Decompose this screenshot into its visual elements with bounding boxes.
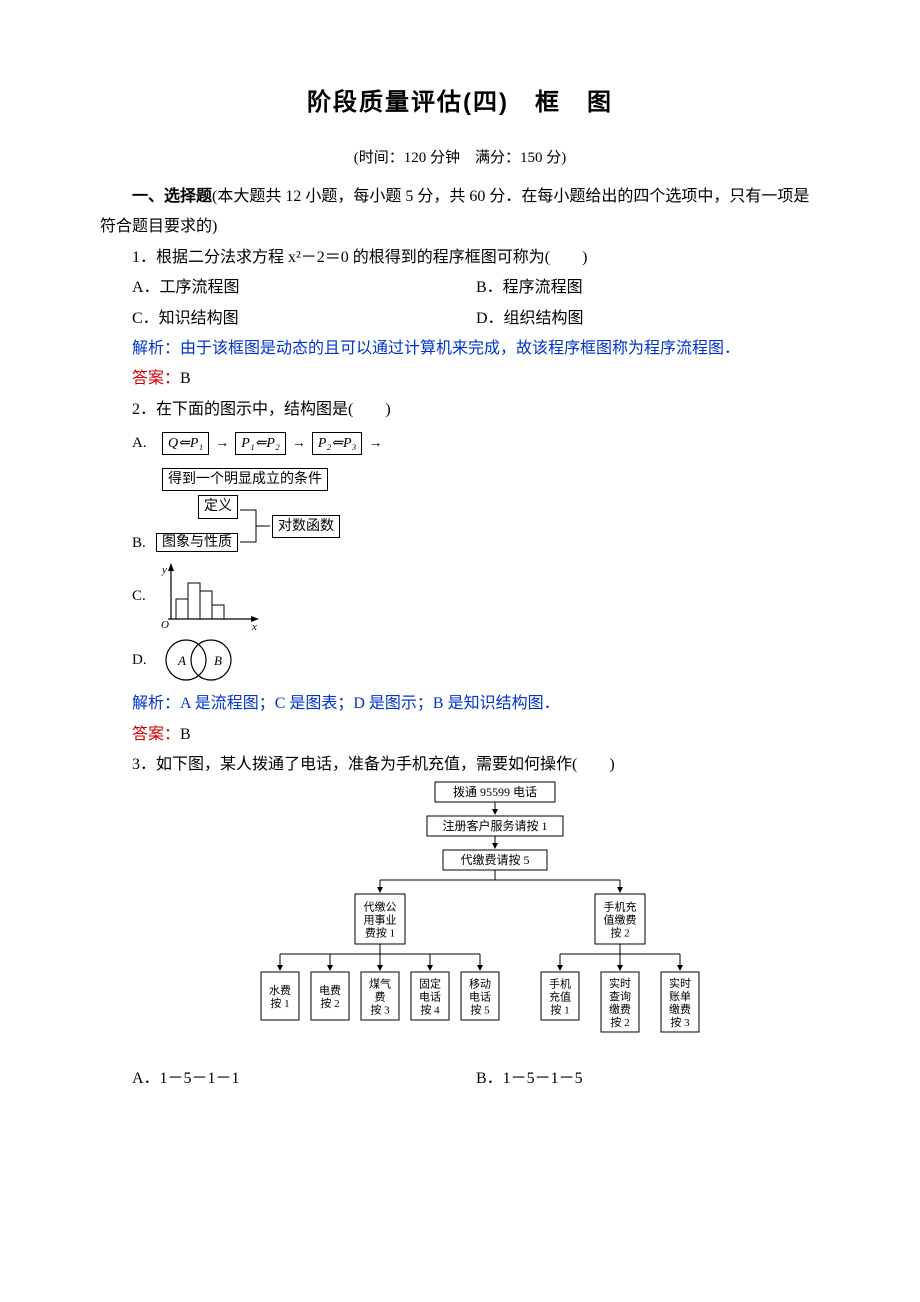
q2d-venn: A B: [156, 635, 246, 685]
q2-answer-val: B: [180, 726, 191, 743]
q2a-box4: 得到一个明显成立的条件: [162, 468, 328, 492]
q1-answer: 答案：B: [100, 364, 820, 394]
analysis-label: 解析：: [132, 695, 180, 712]
svg-text:按 1: 按 1: [270, 996, 289, 1010]
svg-text:B: B: [214, 653, 222, 668]
q2-opt-d: D. A B: [132, 635, 820, 685]
svg-text:电费: 电费: [319, 984, 341, 997]
answer-label: 答案：: [132, 370, 180, 387]
q2-stem: 2．在下面的图示中，结构图是( ): [100, 395, 820, 425]
svg-text:x: x: [251, 621, 257, 631]
q2-analysis-body: A 是流程图；C 是图表；D 是图示；B 是知识结构图．: [180, 695, 560, 712]
section1-label: 一、选择题: [132, 188, 212, 205]
answer-label: 答案：: [132, 726, 180, 743]
q2-answer: 答案：B: [100, 720, 820, 750]
q2c-label: C.: [132, 582, 156, 611]
svg-text:按 2: 按 2: [320, 996, 339, 1010]
svg-text:按 1: 按 1: [550, 1003, 569, 1017]
q1-row1: A．工序流程图 B．程序流程图: [100, 273, 820, 303]
exam-meta: (时间：120 分钟 满分：150 分): [100, 144, 820, 173]
arrow-icon: →: [368, 431, 382, 458]
q3-opt-a: A．1－5－1－1: [132, 1064, 476, 1094]
q2b-label: B.: [132, 529, 156, 558]
q3-opt-b: B．1－5－1－5: [476, 1064, 820, 1094]
svg-text:注册客户服务请按 1: 注册客户服务请按 1: [442, 818, 547, 833]
svg-text:拨通 95599 电话: 拨通 95599 电话: [453, 785, 537, 799]
svg-text:按 3: 按 3: [670, 1015, 690, 1029]
q1-stem: 1．根据二分法求方程 x²－2＝0 的根得到的程序框图可称为( ): [100, 243, 820, 273]
q1-answer-val: B: [180, 370, 191, 387]
svg-text:固定: 固定: [419, 977, 441, 991]
q2-opt-c: C. y O x: [132, 561, 820, 631]
section1-header: 一、选择题(本大题共 12 小题，每小题 5 分，共 60 分．在每小题给出的四…: [100, 182, 820, 243]
q2a-label: A.: [132, 429, 156, 458]
q1-opt-b: B．程序流程图: [476, 273, 820, 303]
q1-opt-a: A．工序流程图: [132, 273, 476, 303]
svg-text:电话: 电话: [419, 991, 441, 1004]
svg-text:按 2: 按 2: [610, 1015, 629, 1029]
q2d-label: D.: [132, 646, 156, 675]
q3-tree: 拨通 95599 电话 注册客户服务请按 1 代缴费请按 5 水费按 1电费按 …: [260, 780, 820, 1060]
q1-opt-c: C．知识结构图: [132, 304, 476, 334]
q2a-box2: P₁⇐P₂: [235, 432, 286, 456]
q2-opt-a: A. Q⇐P₁ → P₁⇐P₂ → P₂⇐P₃ → 得到一个明显成立的条件: [132, 429, 820, 491]
q2b-box3: 对数函数: [272, 515, 340, 539]
q1-analysis-body: 由于该框图是动态的且可以通过计算机来完成，故该程序框图称为程序流程图．: [180, 340, 740, 357]
svg-text:实时: 实时: [669, 976, 691, 990]
q3-row1: A．1－5－1－1 B．1－5－1－5: [100, 1064, 820, 1094]
q2b-box1: 定义: [198, 495, 238, 519]
svg-text:煤气: 煤气: [369, 977, 391, 991]
svg-text:费按 1: 费按 1: [365, 926, 395, 940]
q1-row2: C．知识结构图 D．组织结构图: [100, 304, 820, 334]
q2c-chart: y O x: [156, 561, 266, 631]
q2-opt-b: B. 定义 图象与性质 对数函数: [132, 495, 820, 557]
svg-text:缴费: 缴费: [609, 1002, 631, 1016]
arrow-icon: →: [292, 431, 306, 458]
svg-text:y: y: [161, 564, 167, 576]
svg-text:手机: 手机: [549, 977, 571, 991]
svg-text:A: A: [177, 653, 186, 668]
svg-text:移动: 移动: [469, 978, 491, 991]
q1-opt-d: D．组织结构图: [476, 304, 820, 334]
analysis-label: 解析：: [132, 340, 180, 357]
svg-text:账单: 账单: [669, 990, 691, 1003]
bracket-icon: [238, 500, 272, 552]
svg-text:值缴费: 值缴费: [604, 913, 637, 927]
svg-text:缴费: 缴费: [669, 1002, 691, 1016]
svg-text:代缴公: 代缴公: [364, 900, 397, 914]
svg-text:按 4: 按 4: [420, 1003, 440, 1017]
q2a-box3: P₂⇐P₃: [312, 432, 363, 456]
svg-text:O: O: [161, 619, 169, 631]
svg-text:充值: 充值: [549, 990, 571, 1004]
svg-text:代缴费请按 5: 代缴费请按 5: [460, 852, 529, 867]
svg-text:费: 费: [375, 991, 386, 1004]
svg-text:手机充: 手机充: [604, 900, 637, 914]
svg-text:按 2: 按 2: [610, 926, 629, 940]
svg-text:用事业: 用事业: [364, 914, 397, 927]
svg-text:水费: 水费: [269, 984, 291, 997]
q2b-box2: 图象与性质: [156, 533, 238, 552]
svg-text:查询: 查询: [609, 989, 631, 1003]
svg-text:按 3: 按 3: [370, 1003, 390, 1017]
svg-text:实时: 实时: [609, 976, 631, 990]
page-title: 阶段质量评估(四) 框 图: [100, 80, 820, 126]
svg-text:按 5: 按 5: [470, 1003, 490, 1017]
q1-analysis: 解析：由于该框图是动态的且可以通过计算机来完成，故该程序框图称为程序流程图．: [100, 334, 820, 364]
q3-stem: 3．如下图，某人拨通了电话，准备为手机充值，需要如何操作( ): [100, 750, 820, 780]
q2-analysis: 解析：A 是流程图；C 是图表；D 是图示；B 是知识结构图．: [100, 689, 820, 719]
phone-tree: 拨通 95599 电话 注册客户服务请按 1 代缴费请按 5 水费按 1电费按 …: [260, 780, 730, 1060]
svg-text:电话: 电话: [469, 991, 491, 1004]
q2a-box1: Q⇐P₁: [162, 432, 209, 456]
arrow-icon: →: [215, 431, 229, 458]
